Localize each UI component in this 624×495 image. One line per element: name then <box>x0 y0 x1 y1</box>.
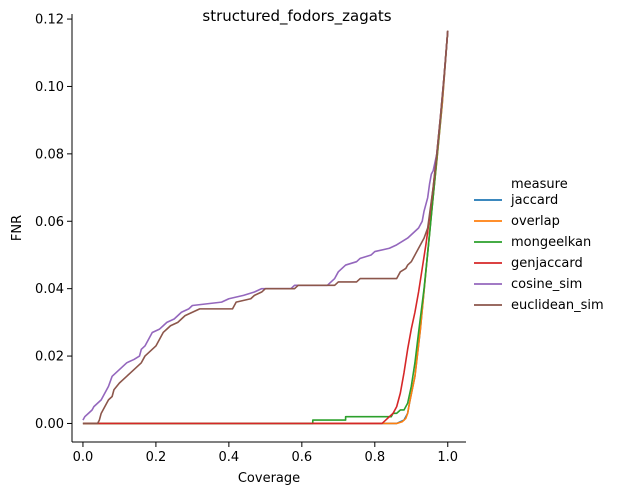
y-tick-label: 0.00 <box>35 417 64 432</box>
legend: measure jaccard overlap mongeelkan genjacca… <box>474 177 604 313</box>
y-tick-label: 0.06 <box>35 215 64 230</box>
y-tick-label: 0.10 <box>35 80 64 95</box>
y-tick-label: 0.04 <box>35 282 64 297</box>
plot-area <box>82 30 449 425</box>
legend-label-genjaccard: genjaccard <box>511 256 583 271</box>
series-line-genjaccard <box>82 30 449 425</box>
x-tick-label: 0.8 <box>364 450 385 465</box>
x-axis-label: Coverage <box>238 471 300 486</box>
series-line-overlap <box>82 30 449 425</box>
series-line-jaccard <box>82 30 449 425</box>
legend-label-mongeelkan: mongeelkan <box>511 235 591 250</box>
x-tick-label: 1.0 <box>437 450 458 465</box>
y-tick-label: 0.02 <box>35 350 64 365</box>
x-tick-label: 0.4 <box>219 450 240 465</box>
legend-label-cosine_sim: cosine_sim <box>511 277 582 292</box>
legend-label-overlap: overlap <box>511 214 560 229</box>
y-tick-label: 0.08 <box>35 147 64 162</box>
series-line-mongeelkan <box>82 30 449 425</box>
series-line-cosine_sim <box>82 30 449 421</box>
series-line-euclidean_sim <box>82 30 449 425</box>
y-axis-ticks: 0.00 0.02 0.04 0.06 0.08 0.10 0.12 <box>35 13 72 432</box>
x-tick-label: 0.6 <box>291 450 312 465</box>
legend-label-euclidean_sim: euclidean_sim <box>511 298 604 313</box>
legend-title: measure <box>511 177 568 192</box>
legend-label-jaccard: jaccard <box>510 193 558 208</box>
x-tick-label: 0.0 <box>73 450 94 465</box>
chart-title: structured_fodors_zagats <box>202 7 391 26</box>
x-axis-ticks: 0.0 0.2 0.4 0.6 0.8 1.0 <box>73 442 458 465</box>
y-axis-label: FNR <box>10 215 25 241</box>
y-tick-label: 0.12 <box>35 13 64 28</box>
x-tick-label: 0.2 <box>146 450 167 465</box>
